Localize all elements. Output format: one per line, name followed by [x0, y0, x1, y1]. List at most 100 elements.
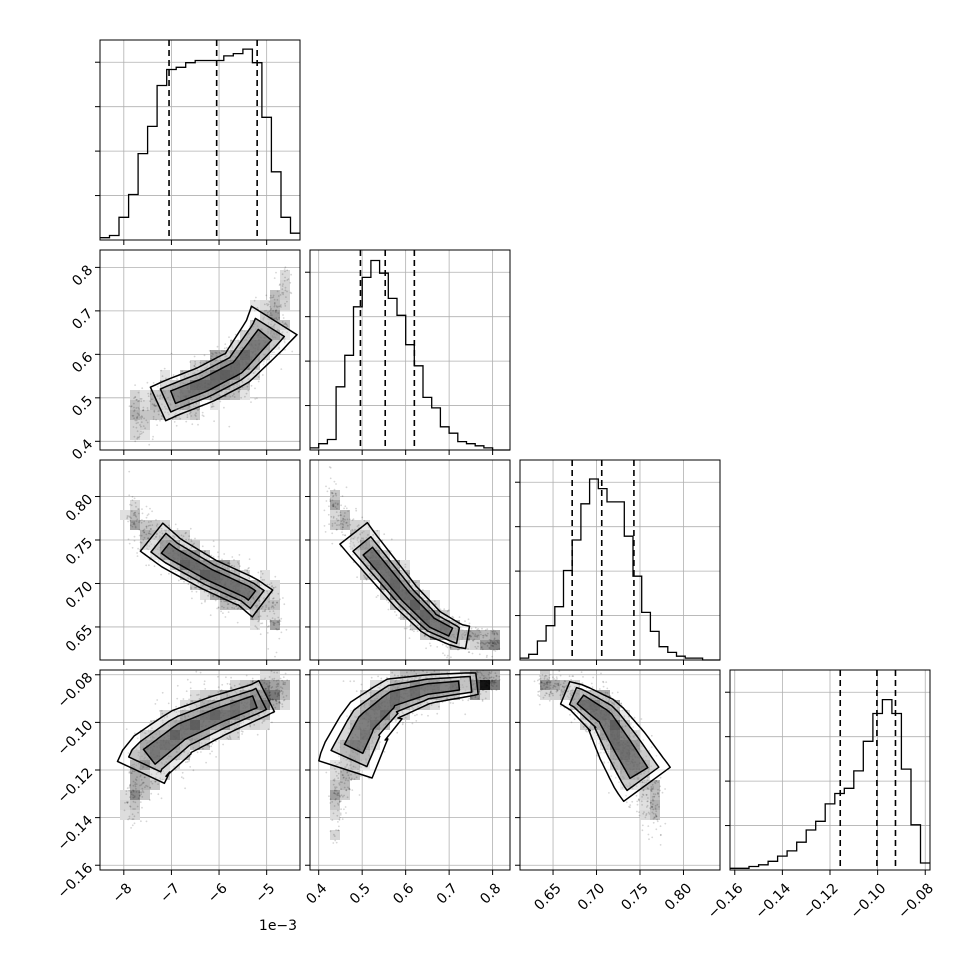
density-cell	[180, 710, 190, 720]
scatter-point	[225, 723, 228, 725]
scatter-point	[239, 374, 241, 377]
scatter-point	[424, 631, 427, 634]
scatter-point	[332, 517, 335, 519]
scatter-point	[134, 514, 137, 517]
density-cell	[190, 360, 200, 370]
scatter-point	[286, 679, 289, 681]
scatter-point	[421, 614, 424, 617]
scatter-point	[210, 380, 213, 383]
scatter-point	[411, 629, 414, 632]
scatter-point	[180, 568, 183, 570]
scatter-point	[279, 598, 281, 601]
scatter-point	[258, 619, 260, 622]
scatter-point	[266, 313, 269, 316]
scatter-point	[192, 729, 195, 731]
scatter-point	[210, 406, 213, 408]
scatter-point	[189, 406, 192, 408]
density-cell	[170, 720, 180, 730]
scatter-point	[187, 385, 190, 387]
scatter-point	[254, 343, 257, 346]
scatter-point	[281, 285, 284, 287]
scatter-point	[377, 551, 380, 553]
scatter-point	[244, 356, 247, 359]
scatter-point	[255, 328, 257, 330]
scatter-point	[131, 495, 134, 498]
density-cell	[460, 680, 470, 690]
scatter-point	[463, 631, 466, 634]
scatter-point	[182, 408, 184, 410]
scatter-point	[165, 741, 167, 743]
scatter-point	[230, 592, 233, 594]
scatter-point	[393, 585, 395, 588]
density-cell	[140, 520, 150, 530]
scatter-point	[273, 298, 276, 301]
scatter-point	[277, 312, 280, 314]
scatter-point	[158, 538, 161, 540]
scatter-point	[246, 349, 249, 352]
scatter-point	[190, 547, 193, 549]
scatter-point	[233, 600, 236, 603]
density-cell	[440, 670, 450, 680]
scatter-point	[446, 646, 449, 649]
scatter-point	[153, 544, 156, 547]
scatter-point	[457, 623, 460, 626]
scatter-point	[488, 642, 491, 645]
scatter-point	[479, 642, 482, 645]
scatter-point	[277, 679, 280, 682]
scatter-point	[262, 317, 265, 320]
scatter-point	[237, 583, 240, 585]
scatter-point	[134, 396, 137, 398]
scatter-point	[172, 734, 175, 737]
scatter-point	[224, 374, 227, 377]
scatter-point	[263, 678, 266, 681]
scatter-point	[217, 675, 219, 678]
scatter-point	[276, 601, 278, 604]
scatter-point	[259, 705, 261, 708]
scatter-point	[440, 628, 443, 630]
scatter-point	[433, 600, 436, 603]
scatter-point	[236, 702, 238, 704]
scatter-point	[409, 628, 412, 631]
scatter-point	[217, 710, 220, 713]
scatter-point	[286, 325, 289, 327]
scatter-point	[145, 766, 148, 769]
scatter-point	[252, 372, 255, 375]
scatter-point	[260, 678, 263, 681]
density-cell	[370, 560, 380, 570]
density-cell	[230, 700, 240, 710]
scatter-point	[370, 567, 373, 569]
density-cell	[230, 590, 240, 600]
scatter-point	[365, 543, 368, 546]
scatter-point	[450, 636, 452, 639]
density-cell	[220, 580, 230, 590]
scatter-point	[261, 706, 263, 709]
scatter-point	[265, 309, 268, 312]
scatter-point	[462, 633, 464, 635]
scatter-point	[219, 712, 222, 714]
scatter-point	[431, 618, 434, 621]
scatter-point	[213, 712, 215, 715]
scatter-point	[236, 621, 239, 624]
scatter-point	[229, 738, 232, 740]
density-cell	[400, 680, 410, 690]
scatter-point	[204, 550, 206, 553]
scatter-point	[454, 622, 457, 625]
scatter-point	[197, 719, 200, 722]
scatter-point	[275, 317, 278, 320]
scatter-point	[154, 780, 157, 783]
scatter-point	[208, 571, 211, 574]
scatter-point	[194, 567, 197, 570]
density-cell	[220, 360, 230, 370]
scatter-point	[196, 694, 199, 696]
scatter-point	[273, 332, 275, 335]
scatter-point	[187, 565, 189, 568]
contour-level	[150, 532, 265, 610]
scatter-point	[426, 618, 429, 621]
scatter-point	[367, 533, 370, 536]
scatter-point	[370, 540, 373, 542]
scatter-point	[145, 533, 148, 536]
scatter-point	[258, 600, 261, 602]
scatter-point	[210, 376, 212, 378]
scatter-point	[272, 606, 275, 609]
scatter-point	[201, 380, 203, 382]
